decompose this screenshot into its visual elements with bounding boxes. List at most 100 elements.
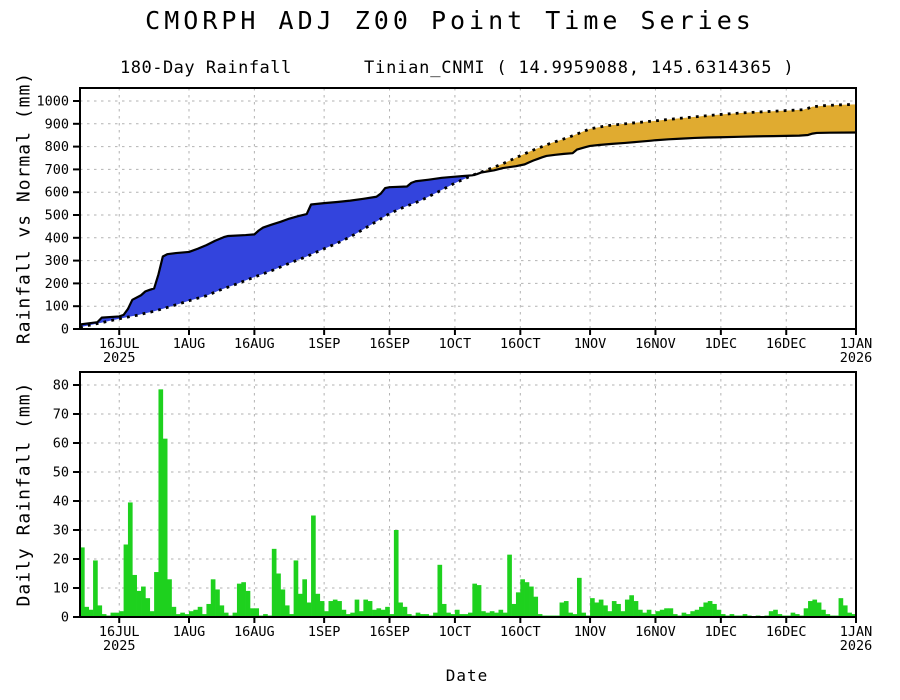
rain-bar — [245, 590, 251, 617]
rain-bar — [219, 605, 225, 617]
x-tick-label: 1DEC — [705, 336, 738, 352]
rain-bar — [441, 603, 447, 617]
rain-bar — [812, 599, 818, 617]
plot-frame — [79, 87, 857, 330]
rain-bar — [607, 611, 613, 617]
page-title: CMORPH ADJ Z00 Point Time Series — [145, 6, 755, 35]
x-tick-label: 16SEP — [369, 624, 410, 640]
normal-dotted-line — [79, 103, 857, 329]
rain-bar — [768, 611, 774, 617]
rain-bar — [437, 564, 443, 617]
x-tick-label: 1AUG — [173, 624, 206, 640]
rain-bar — [559, 602, 565, 617]
rain-bar — [842, 605, 848, 617]
y-tick-label: 10 — [53, 581, 69, 597]
rain-bar — [306, 602, 312, 617]
x-tick-label: 16OCT — [500, 336, 541, 352]
rain-bar — [149, 611, 155, 617]
rain-bar — [319, 601, 325, 617]
rain-bar — [180, 612, 185, 617]
rain-bar — [681, 612, 687, 617]
rain-bar — [271, 548, 277, 617]
rain-bar — [476, 585, 482, 617]
y-tick-label: 50 — [53, 465, 69, 481]
rain-bar — [611, 601, 617, 617]
rain-bar — [372, 609, 377, 617]
rain-bar — [206, 603, 212, 617]
rain-bar — [84, 606, 90, 617]
rain-bar — [629, 595, 634, 617]
rain-bar — [359, 611, 364, 617]
rain-bar — [328, 601, 334, 617]
rain-bar — [716, 609, 722, 617]
rain-bar — [511, 603, 517, 617]
rain-bar — [293, 560, 299, 617]
rain-bar — [175, 614, 181, 617]
rain-bar — [446, 612, 451, 617]
rain-bar — [703, 602, 709, 617]
axis-ticks — [73, 100, 857, 335]
y-tick-label: 0 — [61, 610, 69, 626]
rain-bar — [132, 574, 137, 617]
x-tick-label: 1NOV — [574, 336, 607, 352]
x-tick-label: 1JAN — [840, 624, 873, 640]
rain-bar — [572, 614, 578, 617]
rain-bar — [742, 614, 748, 617]
x-tick-label: 16AUG — [234, 336, 275, 352]
x-tick-year-label: 2025 — [103, 350, 136, 366]
rain-bar — [472, 583, 478, 617]
y-tick-label: 30 — [53, 523, 69, 539]
rain-bar — [101, 614, 107, 617]
y-tick-label: 700 — [45, 162, 69, 178]
rain-bar — [489, 611, 495, 617]
rain-bar — [520, 579, 525, 617]
x-tick-label: 1JAN — [840, 336, 873, 352]
rain-bar — [167, 579, 172, 617]
rain-bar — [459, 614, 464, 617]
above-normal-area — [80, 175, 473, 328]
rain-bar — [123, 544, 129, 617]
y-tick-label: 40 — [53, 494, 69, 510]
x-tick-label: 16NOV — [635, 336, 676, 352]
rain-bar — [803, 608, 809, 617]
x-tick-label: 1AUG — [173, 336, 206, 352]
rain-bar — [232, 612, 238, 617]
rain-bar — [576, 577, 582, 617]
rain-bar — [367, 601, 373, 617]
rain-bar — [254, 608, 260, 617]
rain-bar — [707, 601, 713, 617]
rain-bar — [341, 609, 347, 617]
plot-frame — [79, 371, 857, 618]
rain-bar — [171, 606, 177, 617]
rain-bar — [851, 614, 856, 617]
rain-bar — [620, 611, 626, 617]
rain-bar — [80, 547, 85, 617]
x-tick-label: 1SEP — [308, 624, 341, 640]
rain-bar — [646, 609, 652, 617]
x-tick-label: 1DEC — [705, 624, 738, 640]
rain-bar — [651, 614, 656, 617]
rain-bar — [603, 605, 608, 617]
rain-bar — [481, 611, 486, 617]
rain-bar — [406, 614, 412, 617]
x-tick-label: 16JUL — [99, 624, 140, 640]
rain-bar — [433, 612, 438, 617]
rain-bar — [184, 614, 190, 617]
rain-bar — [88, 609, 94, 617]
rain-bar — [529, 586, 534, 617]
rain-bar — [598, 599, 604, 617]
y-tick-label: 100 — [45, 299, 69, 315]
rain-bar — [337, 601, 342, 617]
rain-bar — [158, 389, 164, 617]
y-tick-label: 500 — [45, 208, 69, 224]
rain-bar — [498, 609, 504, 617]
y-tick-label: 300 — [45, 253, 69, 269]
y-tick-label: 80 — [53, 378, 69, 394]
rain-bar — [655, 611, 661, 617]
x-tick-label: 16AUG — [234, 624, 275, 640]
rain-bar — [616, 603, 621, 617]
rain-bar — [276, 573, 281, 617]
x-tick-year-label: 2026 — [840, 350, 873, 366]
